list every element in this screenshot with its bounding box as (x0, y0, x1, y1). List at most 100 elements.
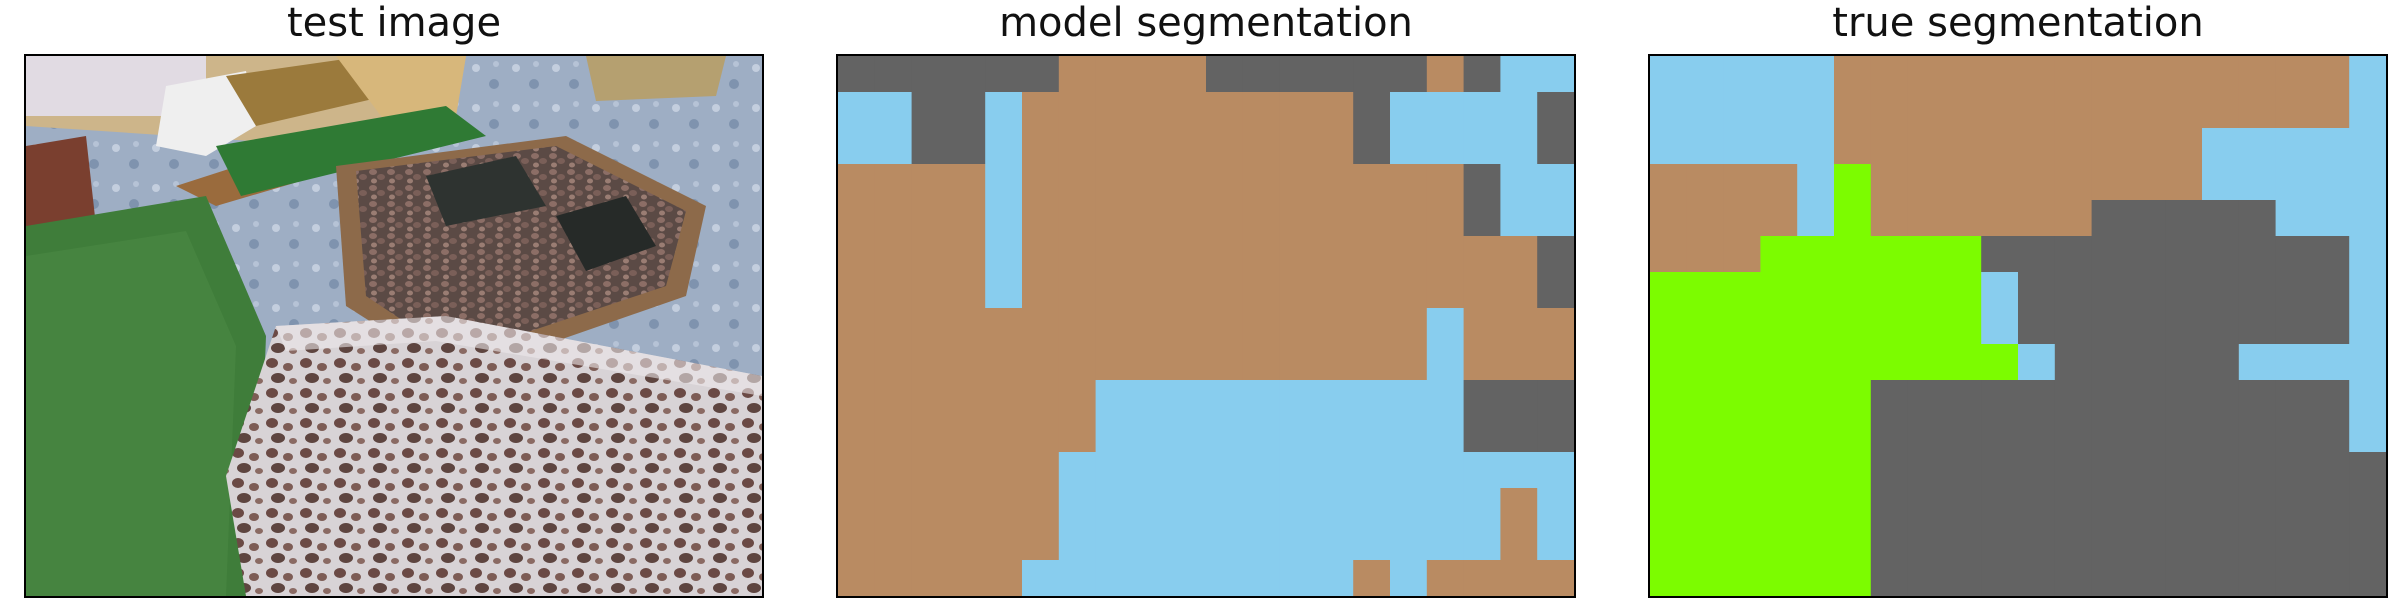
model-segmentation-cell (1279, 308, 1317, 345)
model-segmentation-cell (1279, 200, 1317, 237)
true-segmentation-cell (2128, 56, 2166, 93)
true-segmentation-cell (1797, 344, 1835, 381)
true-segmentation-cell (1870, 560, 1909, 596)
model-segmentation-cell (1022, 56, 1060, 93)
true-segmentation-cell (2091, 452, 2129, 489)
model-segmentation-cell (838, 560, 876, 596)
true-segmentation-cell (2202, 380, 2240, 417)
model-segmentation-cell (1242, 560, 1281, 596)
model-segmentation-cell (1353, 380, 1391, 417)
test-image-frame (24, 54, 764, 598)
model-segmentation-cell (1058, 164, 1097, 201)
model-segmentation-cell (838, 488, 876, 525)
true-segmentation-cell (2312, 308, 2350, 345)
model-segmentation-cell (1058, 416, 1097, 453)
model-segmentation-cell (985, 452, 1023, 489)
true-segmentation-cell (1944, 236, 1982, 273)
true-segmentation-cell (2238, 380, 2277, 417)
model-segmentation-cell (838, 380, 876, 417)
model-segmentation-cell (1132, 452, 1170, 489)
true-segmentation-cell (1797, 236, 1835, 273)
model-segmentation-cell (911, 92, 949, 129)
true-segmentation-cell (1797, 560, 1835, 596)
true-segmentation-cell (2349, 344, 2386, 381)
model-segmentation-cell (1390, 200, 1428, 237)
true-segmentation-cell (1944, 560, 1982, 596)
model-segmentation-cell (1390, 92, 1428, 129)
true-segmentation-cell (2091, 236, 2129, 273)
true-segmentation-cell (2018, 524, 2056, 561)
model-segmentation-cell (1206, 560, 1244, 596)
true-segmentation-cell (1981, 488, 2019, 525)
true-segmentation-cell (1760, 452, 1798, 489)
true-segmentation-cell (1797, 272, 1835, 309)
model-segmentation-cell (1242, 236, 1281, 273)
model-segmentation-cell (1463, 200, 1501, 237)
model-segmentation-cell (1095, 560, 1133, 596)
model-segmentation-cell (1463, 380, 1501, 417)
model-segmentation-cell (1206, 236, 1244, 273)
model-segmentation-cell (1242, 92, 1281, 129)
model-segmentation-cell (1500, 164, 1538, 201)
true-segmentation-cell (1834, 344, 1872, 381)
true-segmentation-cell (1797, 92, 1835, 129)
model-segmentation-cell (1426, 488, 1465, 525)
model-segmentation-cell (1500, 416, 1538, 453)
model-segmentation-title: model segmentation (999, 0, 1413, 46)
true-segmentation-cell (1723, 488, 1761, 525)
model-segmentation-cell (874, 560, 913, 596)
model-segmentation-cell (1316, 560, 1354, 596)
true-segmentation-cell (2275, 236, 2313, 273)
model-segmentation-cell (948, 308, 986, 345)
true-segmentation-cell (2165, 524, 2203, 561)
model-segmentation-cell (1132, 524, 1170, 561)
true-segmentation-cell (2018, 236, 2056, 273)
model-segmentation-cell (1242, 272, 1281, 309)
true-segmentation-cell (2238, 344, 2277, 381)
true-segmentation-cell (2238, 488, 2277, 525)
true-segmentation-cell (1650, 416, 1688, 453)
model-segmentation-cell (1316, 164, 1354, 201)
model-segmentation-cell (1500, 128, 1538, 165)
model-segmentation-cell (1426, 380, 1465, 417)
model-segmentation-cell (1022, 308, 1060, 345)
true-segmentation-cell (1907, 416, 1945, 453)
true-segmentation-cell (2202, 92, 2240, 129)
true-segmentation-cell (2349, 200, 2386, 237)
model-segmentation-cell (1095, 272, 1133, 309)
model-segmentation-cell (1316, 272, 1354, 309)
true-segmentation-cell (2165, 128, 2203, 165)
true-segmentation-cell (2128, 92, 2166, 129)
true-segmentation-cell (1723, 200, 1761, 237)
true-segmentation-cell (2275, 200, 2313, 237)
true-segmentation-cell (1981, 416, 2019, 453)
model-segmentation-cell (1058, 452, 1097, 489)
true-segmentation-cell (2054, 200, 2093, 237)
model-segmentation-cell (1242, 416, 1281, 453)
true-segmentation-cell (2165, 452, 2203, 489)
model-segmentation-cell (1095, 56, 1133, 93)
model-segmentation-cell (1463, 488, 1501, 525)
true-segmentation-cell (2349, 452, 2386, 489)
model-segmentation-cell (1095, 164, 1133, 201)
true-segmentation-cell (2312, 380, 2350, 417)
model-segmentation-cell (1279, 452, 1317, 489)
model-segmentation-cell (874, 272, 913, 309)
model-segmentation-cell (1279, 416, 1317, 453)
model-segmentation-frame (836, 54, 1576, 598)
model-segmentation-cell (1169, 488, 1207, 525)
model-segmentation-cell (1500, 236, 1538, 273)
true-segmentation-cell (2018, 200, 2056, 237)
true-segmentation-cell (1944, 308, 1982, 345)
true-segmentation-cell (1797, 164, 1835, 201)
model-segmentation-cell (1316, 200, 1354, 237)
true-segmentation-cell (1760, 380, 1798, 417)
model-segmentation-cell (1537, 92, 1574, 129)
true-segmentation-cell (2091, 308, 2129, 345)
model-segmentation-cell (1242, 452, 1281, 489)
true-segmentation-cell (1944, 272, 1982, 309)
true-segmentation-cell (1870, 272, 1909, 309)
model-segmentation-cell (874, 344, 913, 381)
model-segmentation-cell (1242, 308, 1281, 345)
model-segmentation-cell (1500, 308, 1538, 345)
